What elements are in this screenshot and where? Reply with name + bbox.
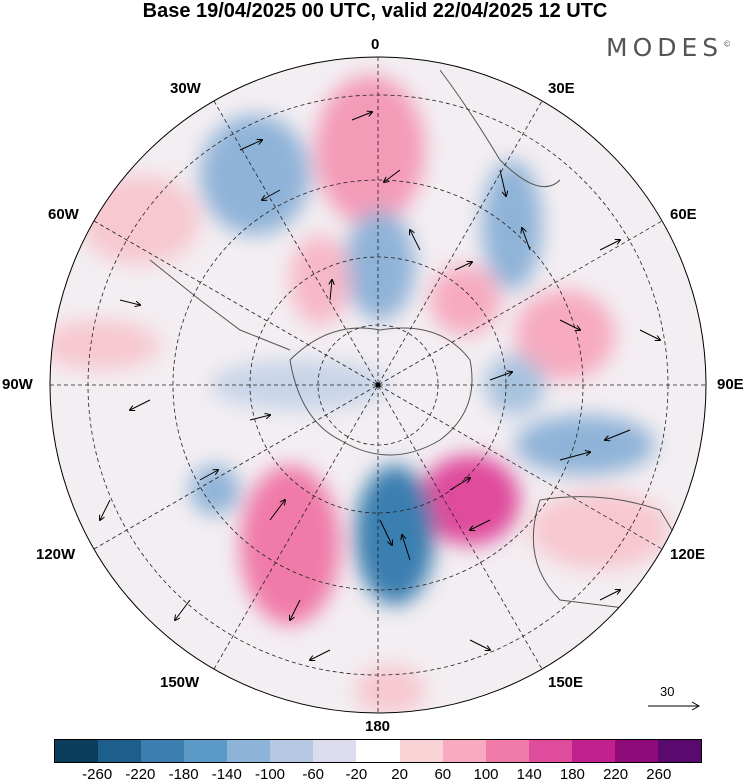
colorbar-bin — [227, 740, 271, 762]
colorbar-tick-label: -140 — [211, 766, 242, 783]
wind-vectors — [100, 112, 660, 660]
colorbar-bin — [657, 740, 701, 762]
lon-label-60e: 60E — [670, 206, 697, 223]
south-pole-marker — [375, 382, 381, 388]
colorbar-tick-label: -60 — [302, 766, 325, 783]
lon-label-90e: 90E — [717, 376, 744, 393]
colorbar-bin — [442, 740, 486, 762]
colorbar-tick-label: 60 — [434, 766, 452, 783]
lon-label-120w: 120W — [36, 546, 76, 563]
reference-vector-label: 30 — [660, 684, 675, 699]
modes-logo: MODES© — [606, 33, 732, 62]
lon-label-90w: 90W — [2, 376, 33, 393]
colorbar-tick-label: -20 — [345, 766, 368, 783]
colorbar-tick-label: 20 — [391, 766, 408, 783]
colorbar-tick-label: -100 — [254, 766, 286, 783]
colorbar-bin — [528, 740, 572, 762]
lon-label-60w: 60W — [48, 206, 79, 223]
reference-vector-arrow — [648, 701, 701, 711]
lon-label-0: 0 — [371, 36, 380, 53]
colorbar-bin — [313, 740, 357, 762]
colorbar — [54, 739, 702, 763]
colorbar-bin — [614, 740, 658, 762]
anomaly-field — [50, 57, 706, 713]
colorbar-tick-label: 100 — [473, 766, 499, 783]
lon-label-120e: 120E — [670, 546, 706, 563]
map-boundary — [49, 56, 707, 714]
map-title: Base 19/04/2025 00 UTC, valid 22/04/2025… — [142, 0, 608, 22]
lon-label-150w: 150W — [160, 674, 200, 691]
lon-label-30w: 30W — [170, 80, 201, 97]
colorbar-bin — [485, 740, 529, 762]
colorbar-bin — [356, 740, 400, 762]
colorbar-tick-label: -260 — [82, 766, 113, 783]
colorbar-bin — [55, 740, 99, 762]
colorbar-tick-label: 140 — [516, 766, 542, 783]
colorbar-tick-label: 220 — [603, 766, 629, 783]
colorbar-bin — [399, 740, 443, 762]
colorbar-tick-label: -180 — [168, 766, 199, 783]
graticule — [50, 57, 706, 713]
lon-label-180: 180 — [365, 718, 391, 735]
colorbar-tick-label: -220 — [125, 766, 156, 783]
lon-label-30e: 30E — [548, 80, 575, 97]
colorbar-bin — [270, 740, 314, 762]
polar-map — [49, 56, 707, 714]
colorbar-tick-label: 260 — [646, 766, 672, 783]
colorbar-bin — [571, 740, 615, 762]
colorbar-bin — [184, 740, 228, 762]
colorbar-tick-label: 180 — [559, 766, 585, 783]
colorbar-bin — [98, 740, 142, 762]
lon-label-150e: 150E — [548, 674, 584, 691]
colorbar-bin — [141, 740, 185, 762]
colorbar-ticks: -260 -220 -180 -140 -100 -60 -20 20 60 100 140 180 2… — [0, 766, 750, 783]
